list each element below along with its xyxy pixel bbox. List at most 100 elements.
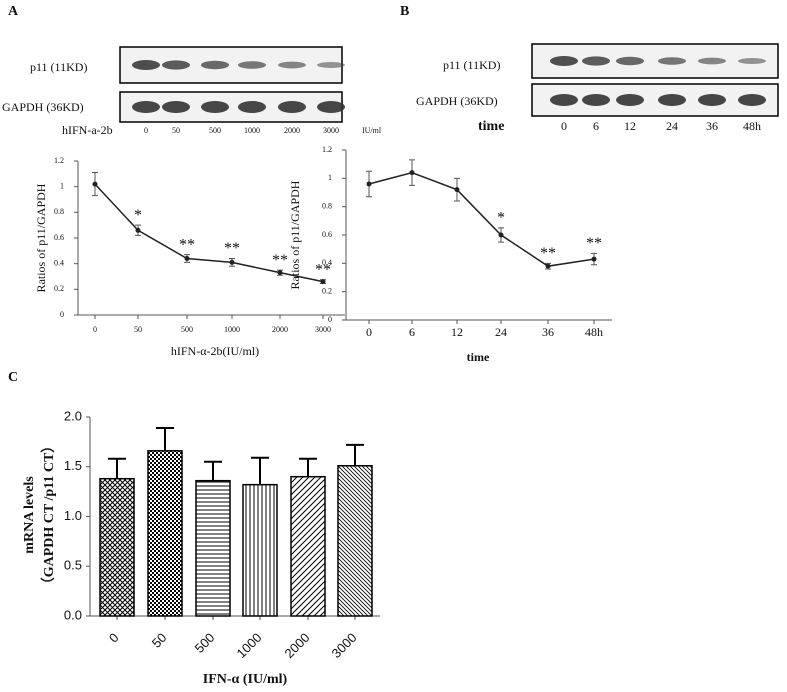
x-tick-label: 0 [106,630,122,646]
y-tick-label: 0.2 [322,286,332,295]
y-axis-label: Ratios of p11/GAPDH [34,183,48,292]
point [92,181,98,187]
blot-lane-label: 1000 [244,126,260,135]
blot-row-label: p11 (11KD) [30,60,87,74]
y-tick-label: 0.0 [64,607,82,622]
error-bar [108,457,126,479]
x-tick-label: 2000 [281,630,312,661]
blot-band [317,62,345,68]
bar [242,483,278,617]
blot-row-label: GAPDH (36KD) [2,100,84,114]
bar [195,479,231,617]
y-tick-label: 0 [328,315,332,324]
blot-band [201,60,229,70]
blot-unit: IU/ml [362,126,382,135]
y-tick-label: 0.8 [54,207,64,216]
x-tick-label: 50 [149,630,170,651]
blot-row-label: p11 (11KD) [443,58,500,72]
line [94,183,324,283]
blot-band [550,94,578,106]
x-tick-label: 12 [451,325,463,339]
bar [337,465,373,617]
point [498,232,504,238]
x-tick-label: 3000 [315,325,331,334]
blot-lane-label: 50 [172,126,180,135]
blot-lane-label: 6 [593,119,599,133]
blot-lane-label: 2000 [284,126,300,135]
point [135,227,141,233]
point [229,259,235,265]
significance: ** [540,245,556,262]
y-tick-label: 0.4 [322,258,332,267]
error-bar [346,443,364,466]
blot-band [238,61,266,69]
blot-lane-label: 500 [209,126,221,135]
significance: ** [272,252,288,269]
line [368,171,595,267]
y-tick-label: 2.0 [64,408,82,423]
y-tick-label: 0.8 [322,201,332,210]
error-bar [204,460,222,481]
point [366,181,372,187]
panel-label: A [8,4,19,19]
significance: * [497,210,505,227]
blot-band [582,56,610,66]
x-tick-label: 2000 [272,325,288,334]
blot-lane-label: 3000 [323,126,339,135]
x-tick-label: 3000 [328,630,359,661]
x-tick-label: 500 [192,630,218,656]
y-axis-label: Ratios of p11/GAPDH [288,180,302,289]
y-tick-label: 1.2 [54,156,64,165]
blot-band [658,94,686,106]
blot-band [616,56,644,66]
blot-band [550,56,578,66]
blot-band [132,60,160,70]
x-tick-label: 24 [495,325,507,339]
blot-band [698,94,726,106]
y-tick-label: 0.6 [54,233,64,242]
x-axis-label: hIFN-α-2b(IU/ml) [171,344,259,358]
x-tick-label: 0 [366,325,372,339]
y-axis-label: mRNA levels [22,476,37,554]
y-tick-label: 0.6 [322,230,332,239]
blot-lane-label: 36 [706,119,718,133]
blot-band [201,101,229,113]
blot-band [317,101,345,113]
blot-lane-label: 48h [743,119,761,133]
x-tick-label: 1000 [224,325,240,334]
blot-band [582,94,610,106]
blot-band [278,61,306,69]
blot-band [658,57,686,65]
point [320,279,326,285]
blot-band [162,60,190,70]
y-tick-label: 1 [328,173,332,182]
y-tick-label: 0 [60,310,64,319]
blot-band [278,101,306,113]
point [277,270,283,276]
y-tick-label: 0.5 [64,558,82,573]
x-tick-label: 36 [542,325,554,339]
y-tick-label: 1.0 [64,508,82,523]
blot-band [738,58,766,64]
blot-band [698,57,726,65]
panel-label: C [8,370,18,385]
y-tick-label: 0.4 [54,258,64,267]
point [545,263,551,269]
point [591,256,597,262]
blot-lane-label: 12 [624,119,636,133]
significance: * [134,207,142,224]
blot-lane-label: 0 [561,119,567,133]
point [409,170,415,176]
x-tick-label: 0 [93,325,97,334]
blot-band [616,94,644,106]
significance: ** [315,261,331,278]
x-axis-label: IFN-α (IU/ml) [203,672,288,687]
bar [290,475,326,617]
bar [99,477,135,617]
error-bar [251,456,269,485]
blot-lane-title: time [478,119,504,134]
panel-label: B [400,4,409,19]
point [184,256,190,262]
blot-band [738,94,766,106]
